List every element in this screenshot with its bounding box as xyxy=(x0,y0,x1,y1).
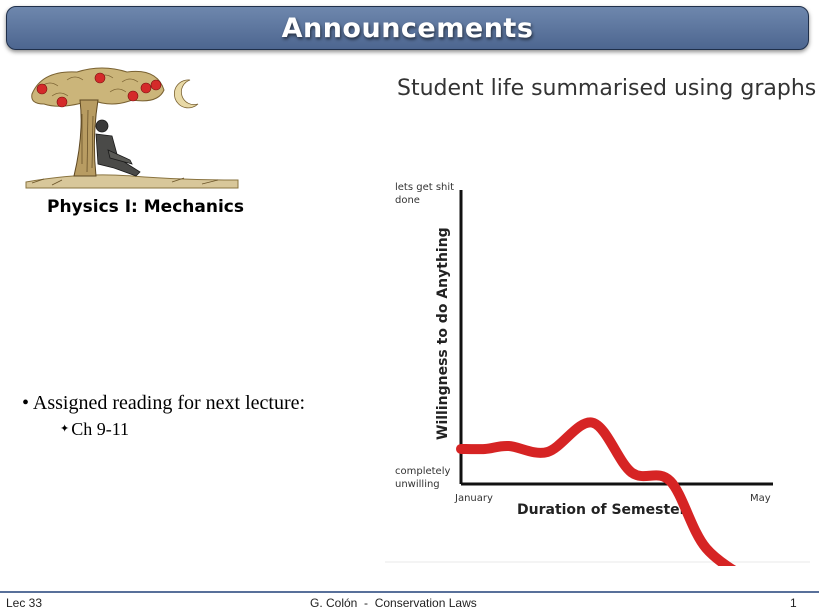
bullet-text: Assigned reading for next lecture: xyxy=(32,392,306,414)
meme-title: Student life summarised using graphs xyxy=(397,76,817,101)
y-bottom-label: completely unwilling xyxy=(395,466,454,490)
slide-title-bar: Announcements xyxy=(6,6,809,50)
sub-bullet-value: 9-11 xyxy=(96,419,130,439)
footer-lecture: Lec 33 xyxy=(6,596,43,610)
course-caption: Physics I: Mechanics xyxy=(47,197,244,217)
y-top-label-line2: done xyxy=(395,195,420,206)
list-item-sub: ✦ Ch 9-11 xyxy=(60,419,305,440)
slide-title: Announcements xyxy=(281,12,534,44)
y-bottom-label-line2: unwilling xyxy=(395,479,440,490)
y-top-label-line1: lets get shit xyxy=(395,182,454,193)
y-top-label: lets get shit done xyxy=(395,182,457,206)
x-axis-title: Duration of Semester xyxy=(517,502,687,518)
sub-bullet-prefix: Ch xyxy=(71,419,97,439)
footer-author: G. Colón - Conservation Laws xyxy=(310,596,477,610)
series-line xyxy=(456,417,737,566)
x-start-label: January xyxy=(454,493,493,504)
footer-page-number: 1 xyxy=(790,596,797,610)
newton-apple-tree-icon xyxy=(25,67,239,189)
x-end-label: May xyxy=(750,493,771,504)
footer-divider xyxy=(0,591,819,593)
y-bottom-label-line1: completely xyxy=(395,466,450,477)
list-item: • Assigned reading for next lecture: xyxy=(22,392,306,414)
diamond-bullet-icon: ✦ xyxy=(60,423,70,435)
announcement-list: • Assigned reading for next lecture: ✦ Ch… xyxy=(22,392,305,440)
y-axis-title: Willingness to do Anything xyxy=(435,227,451,440)
meme-chart: lets get shit done completely unwilling … xyxy=(385,178,810,566)
